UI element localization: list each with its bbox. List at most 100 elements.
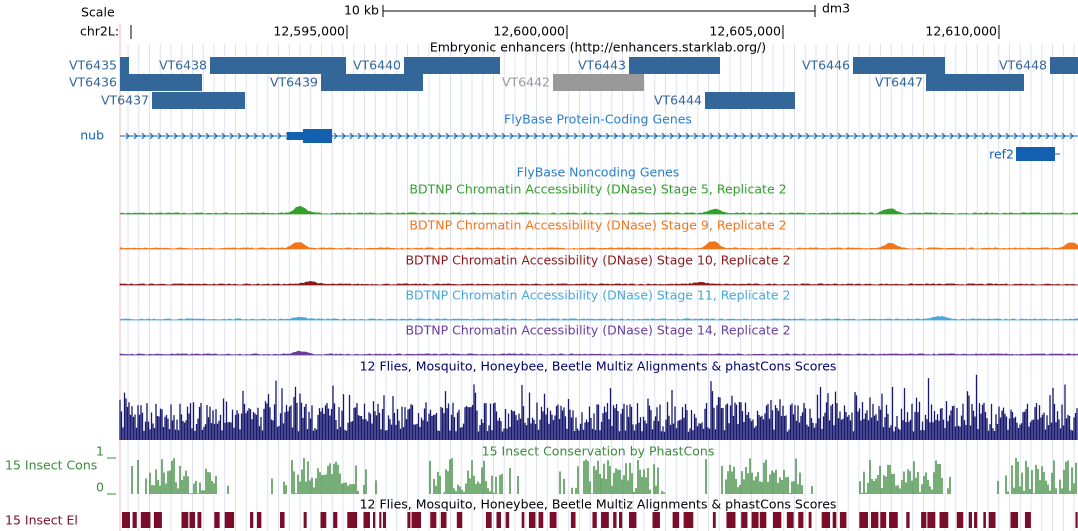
strand-arrow [533,132,538,140]
track-title: BDTNP Chromatin Accessibility (DNase) St… [405,288,790,303]
element [214,512,220,528]
element [880,512,887,528]
strand-arrow [965,132,970,140]
strand-arrow [1069,132,1074,140]
strand-arrow [493,132,498,140]
element [538,512,544,528]
track-label: 15 Insect Cons [5,458,97,473]
strand-arrow [229,132,234,140]
strand-arrow [709,132,714,140]
strand-arrow [509,132,514,140]
ruler-label: 12,595,000 [273,24,345,39]
enhancer-label: VT6437 [101,93,149,108]
strand-arrow [949,132,954,140]
strand-arrow [261,132,266,140]
strand-arrow [821,132,826,140]
strand-arrow [869,132,874,140]
enhancer-label: VT6448 [999,58,1047,73]
element [927,512,936,528]
signal [119,205,1078,215]
element [505,512,510,528]
track-title: 15 Insect Conservation by PhastCons [482,444,715,459]
element [628,512,637,528]
strand-arrow [517,132,522,140]
enhancer-label: VT6444 [654,93,702,108]
strand-arrow [941,132,946,140]
element [224,512,235,528]
strand-arrow [717,132,722,140]
strand-arrow [789,132,794,140]
strand-arrow [861,132,866,140]
strand-arrow [933,132,938,140]
strand-arrow [589,132,594,140]
strand-arrow [1013,132,1018,140]
element [320,512,327,528]
element [189,512,196,528]
strand-arrow [597,132,602,140]
enhancer [629,57,720,74]
element [808,512,812,528]
element [140,512,151,528]
element [751,512,759,528]
conservation-signal [119,374,1078,440]
enhancer-label: VT6442 [502,75,550,90]
strand-arrow [181,132,186,140]
element [181,512,189,528]
strand-arrow [637,132,642,140]
strand-arrow [725,132,730,140]
strand-arrow [381,132,386,140]
element [906,512,910,528]
track-title: 12 Flies, Mosquito, Honeybee, Beetle Mul… [360,497,837,512]
strand-arrow [205,132,210,140]
enhancer-label: VT6436 [69,75,117,90]
element [619,512,623,528]
strand-arrow [893,132,898,140]
strand-arrow [605,132,610,140]
assembly: dm3 [822,1,850,16]
strand-arrow [1021,132,1026,140]
element [601,512,609,528]
strand-arrow [477,132,482,140]
strand-arrow [973,132,978,140]
strand-arrow [525,132,530,140]
track-title: BDTNP Chromatin Accessibility (DNase) St… [409,218,786,233]
strand-arrow [461,132,466,140]
element [570,512,576,528]
strand-arrow [173,132,178,140]
enhancer-label: VT6447 [875,75,923,90]
strand-arrow [429,132,434,140]
element [132,512,137,528]
enhancer-label: VT6438 [159,58,207,73]
enhancer [705,92,795,109]
track-title: BDTNP Chromatin Accessibility (DNase) St… [409,182,786,197]
strand-arrow [877,132,882,140]
element [250,512,254,528]
strand-arrow [621,132,626,140]
strand-arrow [357,132,362,140]
element [1024,512,1031,528]
strand-arrow [669,132,674,140]
track-label: 15 Insect El [5,513,78,528]
element [726,512,736,528]
strand-arrow [909,132,914,140]
enhancer [553,74,644,91]
track-title: Embryonic enhancers (http://enhancers.st… [430,40,766,55]
ruler-label: 12,610,000 [925,24,997,39]
enhancer-label: VT6446 [802,58,850,73]
strand-arrow [245,132,250,140]
track-title: BDTNP Chromatin Accessibility (DNase) St… [405,253,790,268]
element [363,512,370,528]
strand-arrow [149,132,154,140]
element [279,512,285,528]
element [712,512,716,528]
strand-arrow [189,132,194,140]
strand-arrow [197,132,202,140]
strand-arrow [133,132,138,140]
strand-arrow [837,132,842,140]
element [496,512,501,528]
strand-arrow [1045,132,1050,140]
strand-arrow [237,132,242,140]
strand-arrow [1005,132,1010,140]
element [528,512,536,528]
strand-arrow [733,132,738,140]
